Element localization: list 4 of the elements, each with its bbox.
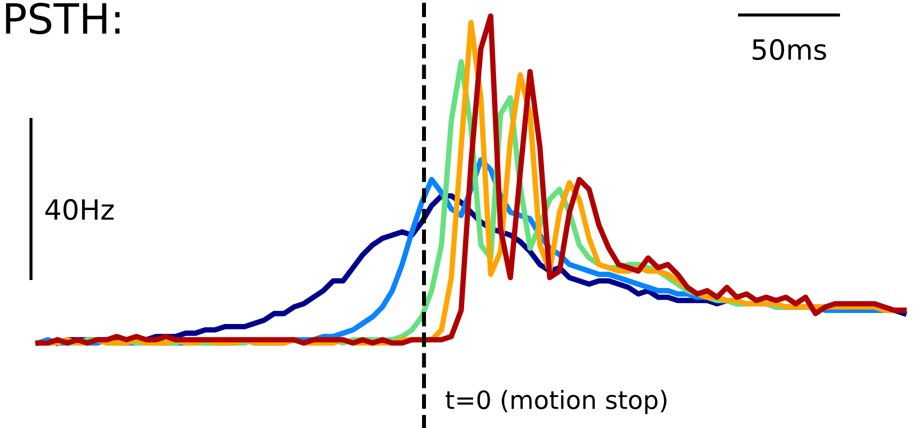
annotation: 40Hz	[45, 199, 114, 220]
text: t=0 (motion stop)	[446, 390, 666, 414]
chart-title: PSTH:	[6, 2, 120, 34]
annotation: 50ms	[752, 39, 826, 60]
